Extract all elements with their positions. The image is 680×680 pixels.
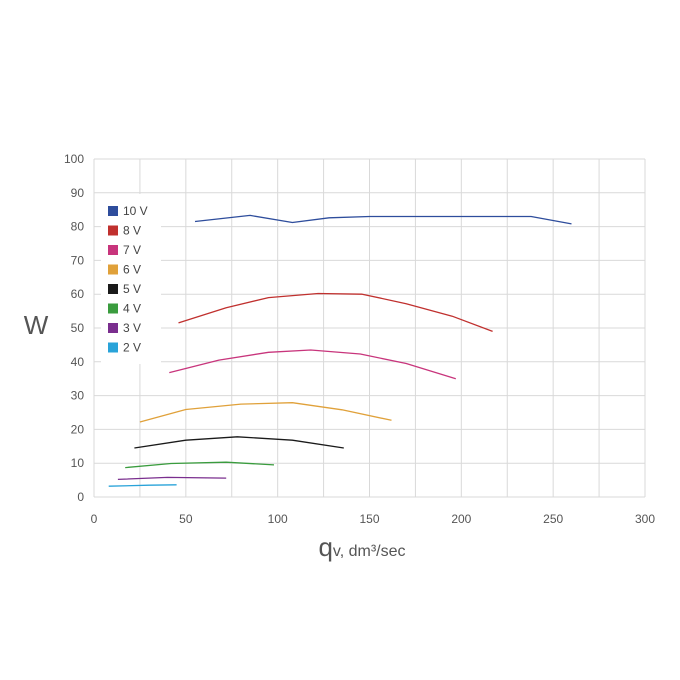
series-lines [108, 214, 572, 487]
x-tick-label: 100 [268, 512, 288, 526]
legend-swatch [108, 303, 118, 314]
legend: 10 V 8 V 7 V 6 V 5 V 4 V 3 V 2 V [101, 194, 161, 364]
y-tick-label: 40 [71, 355, 85, 369]
legend-label: 7 V [123, 243, 141, 257]
legend-label: 10 V [123, 204, 148, 218]
x-tick-label: 0 [91, 512, 98, 526]
y-tick-label: 20 [71, 422, 85, 436]
series-line-5v [134, 436, 344, 449]
legend-label: 8 V [123, 224, 141, 238]
y-tick-label: 100 [64, 152, 84, 166]
y-tick-label: 10 [71, 456, 85, 470]
legend-swatch [108, 284, 118, 294]
series-line-7v [169, 349, 456, 380]
legend-background [101, 194, 161, 364]
x-tick-label: 200 [451, 512, 471, 526]
legend-label: 3 V [123, 321, 141, 335]
x-axis-label-main: q [318, 532, 332, 562]
y-tick-label: 0 [77, 490, 84, 504]
x-axis-label: qv, dm³/sec [318, 532, 405, 562]
y-axis-label: W [24, 310, 49, 340]
y-tick-label: 50 [71, 321, 85, 335]
legend-swatch [108, 264, 118, 275]
x-axis-label-rest: v, dm³/sec [333, 543, 406, 560]
series-line-3v [117, 476, 227, 481]
x-tick-label: 150 [359, 512, 379, 526]
legend-label: 4 V [123, 302, 141, 316]
series-line-4v [125, 461, 275, 469]
grid [93, 158, 646, 498]
legend-swatch [108, 225, 118, 236]
series-line-6v [139, 402, 392, 423]
series-line-10v [194, 214, 572, 225]
y-tick-label: 80 [71, 220, 85, 234]
y-tick-label: 60 [71, 287, 85, 301]
legend-label: 6 V [123, 263, 141, 277]
legend-swatch [108, 245, 118, 255]
legend-swatch [108, 323, 118, 333]
series-line-2v [108, 484, 177, 487]
legend-label: 2 V [123, 341, 141, 355]
x-tick-label: 250 [543, 512, 563, 526]
y-axis-ticks: 0 10 20 30 40 50 60 70 80 90 100 [64, 152, 84, 504]
x-tick-label: 300 [635, 512, 655, 526]
legend-swatch [108, 206, 118, 216]
series-line-8v [178, 292, 493, 333]
y-tick-label: 30 [71, 389, 85, 403]
x-axis-ticks: 0 50 100 150 200 250 300 [91, 512, 656, 526]
legend-swatch [108, 342, 118, 353]
y-tick-label: 90 [71, 186, 85, 200]
y-tick-label: 70 [71, 253, 85, 267]
x-tick-label: 50 [179, 512, 193, 526]
legend-label: 5 V [123, 282, 141, 296]
